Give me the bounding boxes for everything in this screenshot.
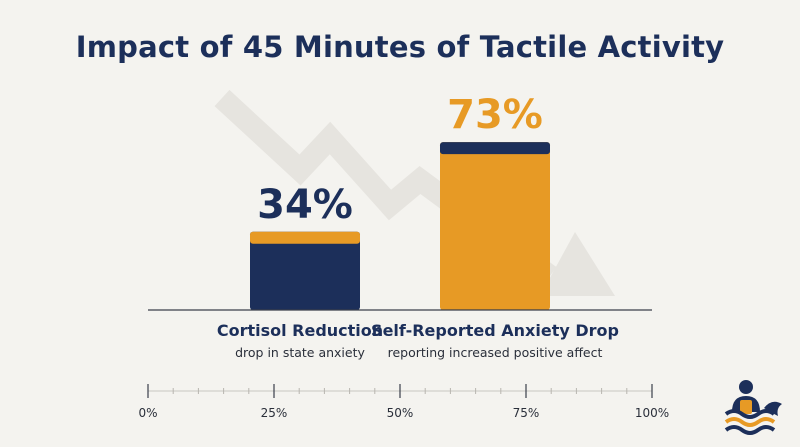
bar-cortisol [250,231,360,310]
category-label-cortisol: Cortisol Reduction [216,321,384,340]
value-label-anxiety: 73% [447,92,543,138]
bar-cap-anxiety [440,142,550,155]
trend-arrowhead-icon [540,232,615,296]
category-subtitle-anxiety: reporting increased positive affect [387,345,603,360]
scale-tick-label: 0% [138,406,158,420]
chart-title: Impact of 45 Minutes of Tactile Activity [75,30,725,64]
bar-cap-cortisol [250,231,360,244]
bar-anxiety [440,142,550,310]
person-waves-logo-icon [724,380,782,435]
scale-tick-label: 100% [634,406,670,420]
category-label-anxiety: Self-Reported Anxiety Drop [371,321,619,340]
scale-tick-label: 25% [260,406,288,420]
scale-tick-label: 75% [512,406,540,420]
value-label-cortisol: 34% [257,182,353,228]
scale-tick-label: 50% [386,406,414,420]
category-subtitle-cortisol: drop in state anxiety [235,345,365,360]
